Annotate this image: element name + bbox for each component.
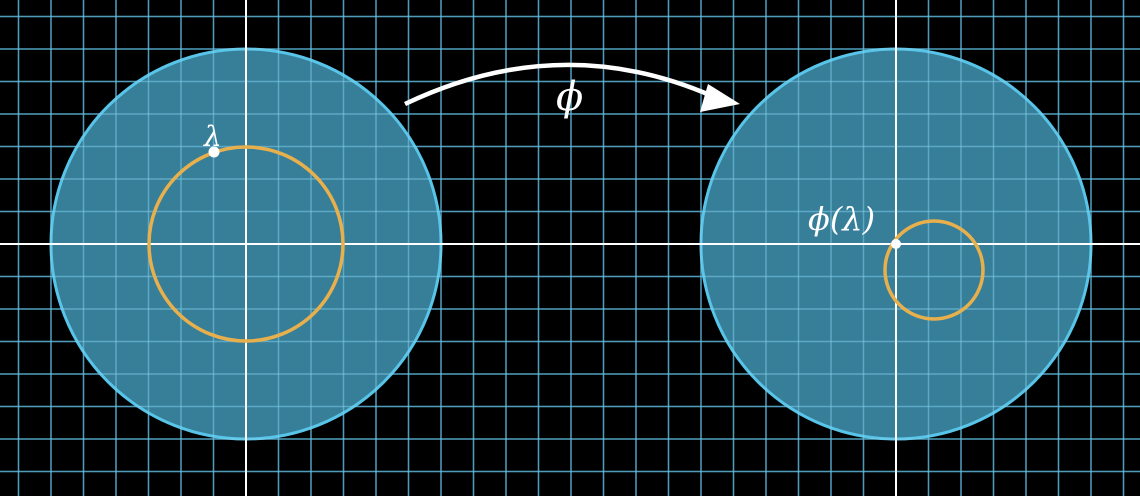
domain-circle xyxy=(147,145,345,343)
phi-lambda-point xyxy=(891,239,901,249)
phi-map-label: ϕ xyxy=(556,74,583,120)
lambda-point xyxy=(208,146,220,158)
map-arrow xyxy=(404,62,713,107)
arrow-head-icon xyxy=(700,84,740,112)
lambda-label: λ xyxy=(203,120,222,153)
phi-lambda-label: ϕ(λ) xyxy=(808,200,875,238)
image-circle xyxy=(883,219,985,321)
